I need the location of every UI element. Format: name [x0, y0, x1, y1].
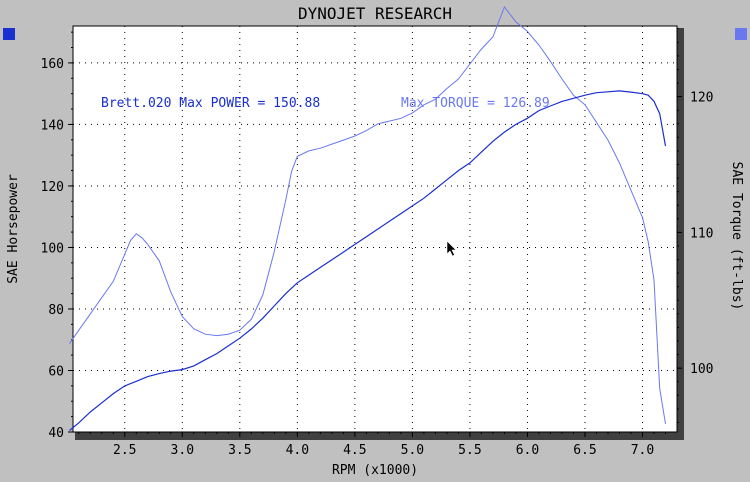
x-tick-label: 5.5 [458, 443, 481, 458]
y-right-tick-label: 120 [690, 91, 713, 106]
x-tick-label: 5.0 [401, 443, 424, 458]
x-tick-label: 4.0 [286, 443, 309, 458]
x-tick-label: 6.5 [573, 443, 596, 458]
y-left-tick-label: 120 [41, 180, 64, 195]
x-tick-label: 4.5 [343, 443, 366, 458]
y-left-tick-label: 60 [48, 364, 64, 379]
y-axis-left-label: SAE Horsepower [6, 174, 21, 284]
torque-legend-square [735, 28, 747, 40]
y-right-tick-label: 100 [690, 362, 713, 377]
torque-series-line [69, 5, 666, 424]
x-axis: 2.5 3.0 3.5 4.0 4.5 5.0 5.5 6.0 6.5 7.0 [78, 432, 666, 458]
y-left-tick-label: 100 [41, 241, 64, 256]
y-left-tick-label: 160 [41, 57, 64, 72]
plot-area [72, 25, 678, 433]
x-tick-label: 7.0 [631, 443, 654, 458]
power-series-line [69, 90, 667, 431]
y-axis-right-label: SAE Torque (ft-lbs) [729, 162, 744, 311]
power-legend-square [3, 28, 15, 40]
y-axis-left: 40 60 80 100 120 140 160 [41, 31, 73, 441]
x-tick-label: 3.0 [171, 443, 194, 458]
torque-annotation: Max TORQUE = 126.89 [401, 96, 550, 111]
y-left-tick-label: 40 [48, 426, 64, 441]
x-tick-label: 2.5 [113, 443, 136, 458]
y-axis-right: 100 110 120 [677, 28, 713, 423]
y-left-tick-label: 140 [41, 118, 64, 133]
x-axis-label: RPM (x1000) [332, 463, 418, 478]
chart-title: DYNOJET RESEARCH [298, 4, 452, 23]
y-right-tick-label: 110 [690, 226, 713, 241]
x-tick-label: 6.0 [516, 443, 539, 458]
mouse-cursor-icon [446, 240, 457, 257]
y-left-tick-label: 80 [48, 303, 64, 318]
x-tick-label: 3.5 [228, 443, 251, 458]
power-annotation: Brett.020 Max POWER = 150.88 [101, 96, 320, 111]
